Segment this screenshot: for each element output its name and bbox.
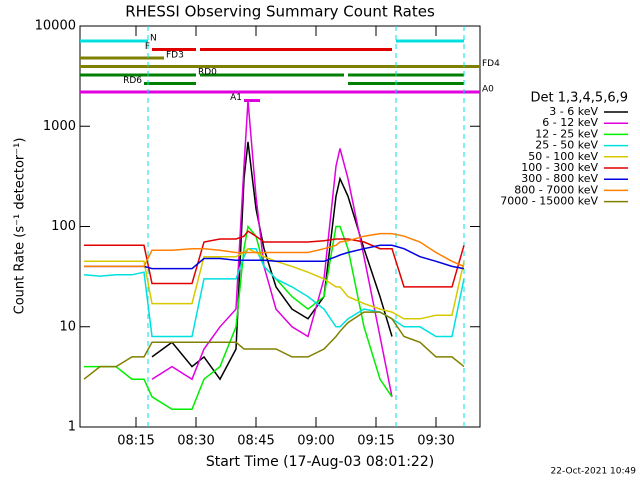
x-tick-label: 08:15	[117, 434, 154, 449]
flag-label: RD6	[123, 76, 142, 86]
y-tick-label: 1000	[43, 119, 76, 134]
flag-label: FD3	[166, 51, 184, 61]
x-tick-label: 09:30	[417, 434, 454, 449]
flag-label: A0	[482, 85, 494, 95]
y-axis-label: Count Rate (s⁻¹ detector⁻¹)	[13, 138, 28, 315]
legend-label: 25 - 50 keV	[535, 139, 598, 152]
series-line	[83, 311, 465, 380]
flag-label: F	[145, 42, 150, 52]
series-line	[84, 232, 465, 268]
y-tick-label: 1	[68, 420, 76, 435]
x-axis-label: Start Time (17-Aug-03 08:01:22)	[206, 454, 434, 470]
legend-title: Det 1,3,4,5,6,9	[530, 91, 628, 106]
legend-label: 3 - 6 keV	[549, 105, 598, 118]
series-line	[84, 227, 464, 410]
series-line	[84, 230, 465, 288]
legend-label: 7000 - 15000 keV	[500, 195, 598, 208]
y-tick-label: 10	[59, 319, 76, 334]
x-tick-label: 08:30	[177, 434, 214, 449]
legend-label: 6 - 12 keV	[542, 116, 598, 129]
legend-label: 50 - 100 keV	[528, 150, 598, 163]
legend-label: 800 - 7000 keV	[514, 183, 598, 196]
x-tick-label: 09:00	[297, 434, 334, 449]
flag-label: A1	[230, 93, 242, 103]
series-line	[84, 244, 465, 270]
flag-label: RD0	[198, 68, 217, 78]
chart-title: RHESSI Observing Summary Count Rates	[125, 3, 435, 21]
x-tick-label: 08:45	[237, 434, 274, 449]
flag-label: N	[150, 34, 157, 44]
series-line	[83, 247, 465, 338]
series-line	[151, 100, 393, 397]
legend-label: 100 - 300 keV	[521, 161, 598, 174]
x-tick-label: 09:15	[357, 434, 394, 449]
plot-frame	[79, 25, 481, 428]
y-tick-label: 10000	[35, 19, 76, 34]
flag-label: FD4	[482, 59, 500, 69]
y-tick-label: 100	[51, 219, 76, 234]
footer: 22-Oct-2021 10:49	[551, 467, 637, 477]
series-line	[84, 247, 465, 320]
legend-label: 12 - 25 keV	[535, 127, 598, 140]
legend-label: 300 - 800 keV	[521, 172, 598, 185]
series-line	[151, 141, 393, 381]
